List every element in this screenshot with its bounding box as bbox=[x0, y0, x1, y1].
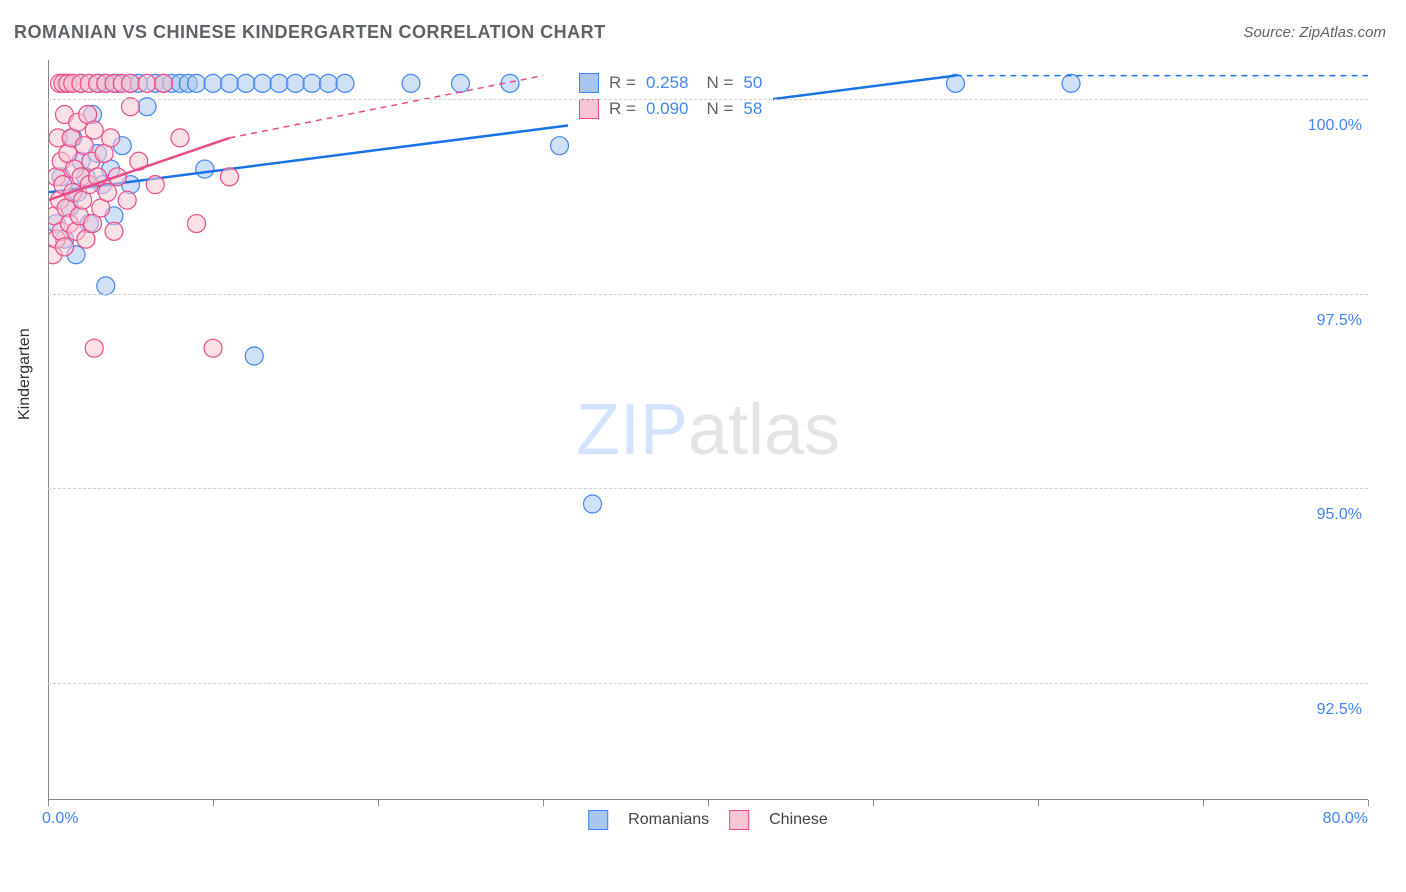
gridline bbox=[48, 99, 1368, 100]
n-value: 50 bbox=[743, 73, 762, 93]
scatter-point bbox=[122, 98, 140, 116]
r-label: R = bbox=[609, 99, 636, 119]
r-value: 0.258 bbox=[646, 73, 689, 93]
scatter-point bbox=[237, 74, 255, 92]
n-label: N = bbox=[706, 99, 733, 119]
y-axis-line bbox=[48, 60, 49, 800]
scatter-point bbox=[320, 74, 338, 92]
scatter-point bbox=[98, 183, 116, 201]
scatter-point bbox=[584, 495, 602, 513]
gridline bbox=[48, 488, 1368, 489]
scatter-point bbox=[188, 74, 206, 92]
x-tick-mark bbox=[708, 800, 709, 806]
n-value: 58 bbox=[743, 99, 762, 119]
scatter-point bbox=[138, 98, 156, 116]
legend-swatch bbox=[588, 810, 608, 830]
x-tick-mark bbox=[378, 800, 379, 806]
n-label: N = bbox=[706, 73, 733, 93]
scatter-point bbox=[171, 129, 189, 147]
gridline bbox=[48, 683, 1368, 684]
x-tick-mark bbox=[1368, 800, 1369, 806]
legend-label: Romanians bbox=[628, 811, 709, 829]
legend-swatch bbox=[729, 810, 749, 830]
scatter-point bbox=[1062, 74, 1080, 92]
legend-label: Chinese bbox=[769, 811, 828, 829]
scatter-point bbox=[221, 74, 239, 92]
series-legend: Romanians Chinese bbox=[588, 810, 828, 830]
chart-title: ROMANIAN VS CHINESE KINDERGARTEN CORRELA… bbox=[14, 22, 606, 43]
scatter-point bbox=[155, 74, 173, 92]
scatter-point bbox=[85, 339, 103, 357]
scatter-point bbox=[102, 129, 120, 147]
x-tick-mark bbox=[48, 800, 49, 806]
y-tick-label: 97.5% bbox=[1317, 312, 1362, 330]
scatter-point bbox=[303, 74, 321, 92]
y-tick-label: 92.5% bbox=[1317, 701, 1362, 719]
y-tick-label: 95.0% bbox=[1317, 506, 1362, 524]
scatter-point bbox=[118, 191, 136, 209]
scatter-point bbox=[122, 74, 140, 92]
r-label: R = bbox=[609, 73, 636, 93]
scatter-point bbox=[196, 160, 214, 178]
gridline bbox=[48, 294, 1368, 295]
chart-plot-area: ZIPatlas R =0.258N =50R =0.090N =58 Roma… bbox=[48, 60, 1368, 800]
scatter-point bbox=[287, 74, 305, 92]
r-value: 0.090 bbox=[646, 99, 689, 119]
scatter-point bbox=[188, 215, 206, 233]
scatter-point bbox=[204, 74, 222, 92]
x-tick-mark bbox=[1203, 800, 1204, 806]
source-attribution: Source: ZipAtlas.com bbox=[1243, 24, 1386, 41]
correlation-legend: R = 0.258 N = 50 R = 0.090 N = 58 bbox=[568, 65, 773, 127]
legend-swatch bbox=[579, 73, 599, 93]
x-tick-mark bbox=[873, 800, 874, 806]
scatter-point bbox=[97, 277, 115, 295]
x-tick-mark bbox=[1038, 800, 1039, 806]
scatter-plot bbox=[48, 60, 1368, 800]
x-tick-min: 0.0% bbox=[42, 810, 78, 828]
scatter-point bbox=[204, 339, 222, 357]
scatter-point bbox=[138, 74, 156, 92]
scatter-point bbox=[270, 74, 288, 92]
x-tick-max: 80.0% bbox=[1323, 810, 1368, 828]
x-tick-mark bbox=[543, 800, 544, 806]
scatter-point bbox=[254, 74, 272, 92]
scatter-point bbox=[85, 121, 103, 139]
scatter-point bbox=[245, 347, 263, 365]
scatter-point bbox=[146, 176, 164, 194]
scatter-point bbox=[56, 238, 74, 256]
y-tick-label: 100.0% bbox=[1308, 117, 1362, 135]
x-tick-mark bbox=[213, 800, 214, 806]
scatter-point bbox=[551, 137, 569, 155]
y-axis-label: Kindergarten bbox=[16, 328, 34, 420]
scatter-point bbox=[336, 74, 354, 92]
scatter-point bbox=[221, 168, 239, 186]
scatter-point bbox=[402, 74, 420, 92]
scatter-point bbox=[105, 222, 123, 240]
scatter-point bbox=[452, 74, 470, 92]
correlation-legend-row: R = 0.258 N = 50 bbox=[579, 70, 762, 96]
legend-swatch bbox=[579, 99, 599, 119]
